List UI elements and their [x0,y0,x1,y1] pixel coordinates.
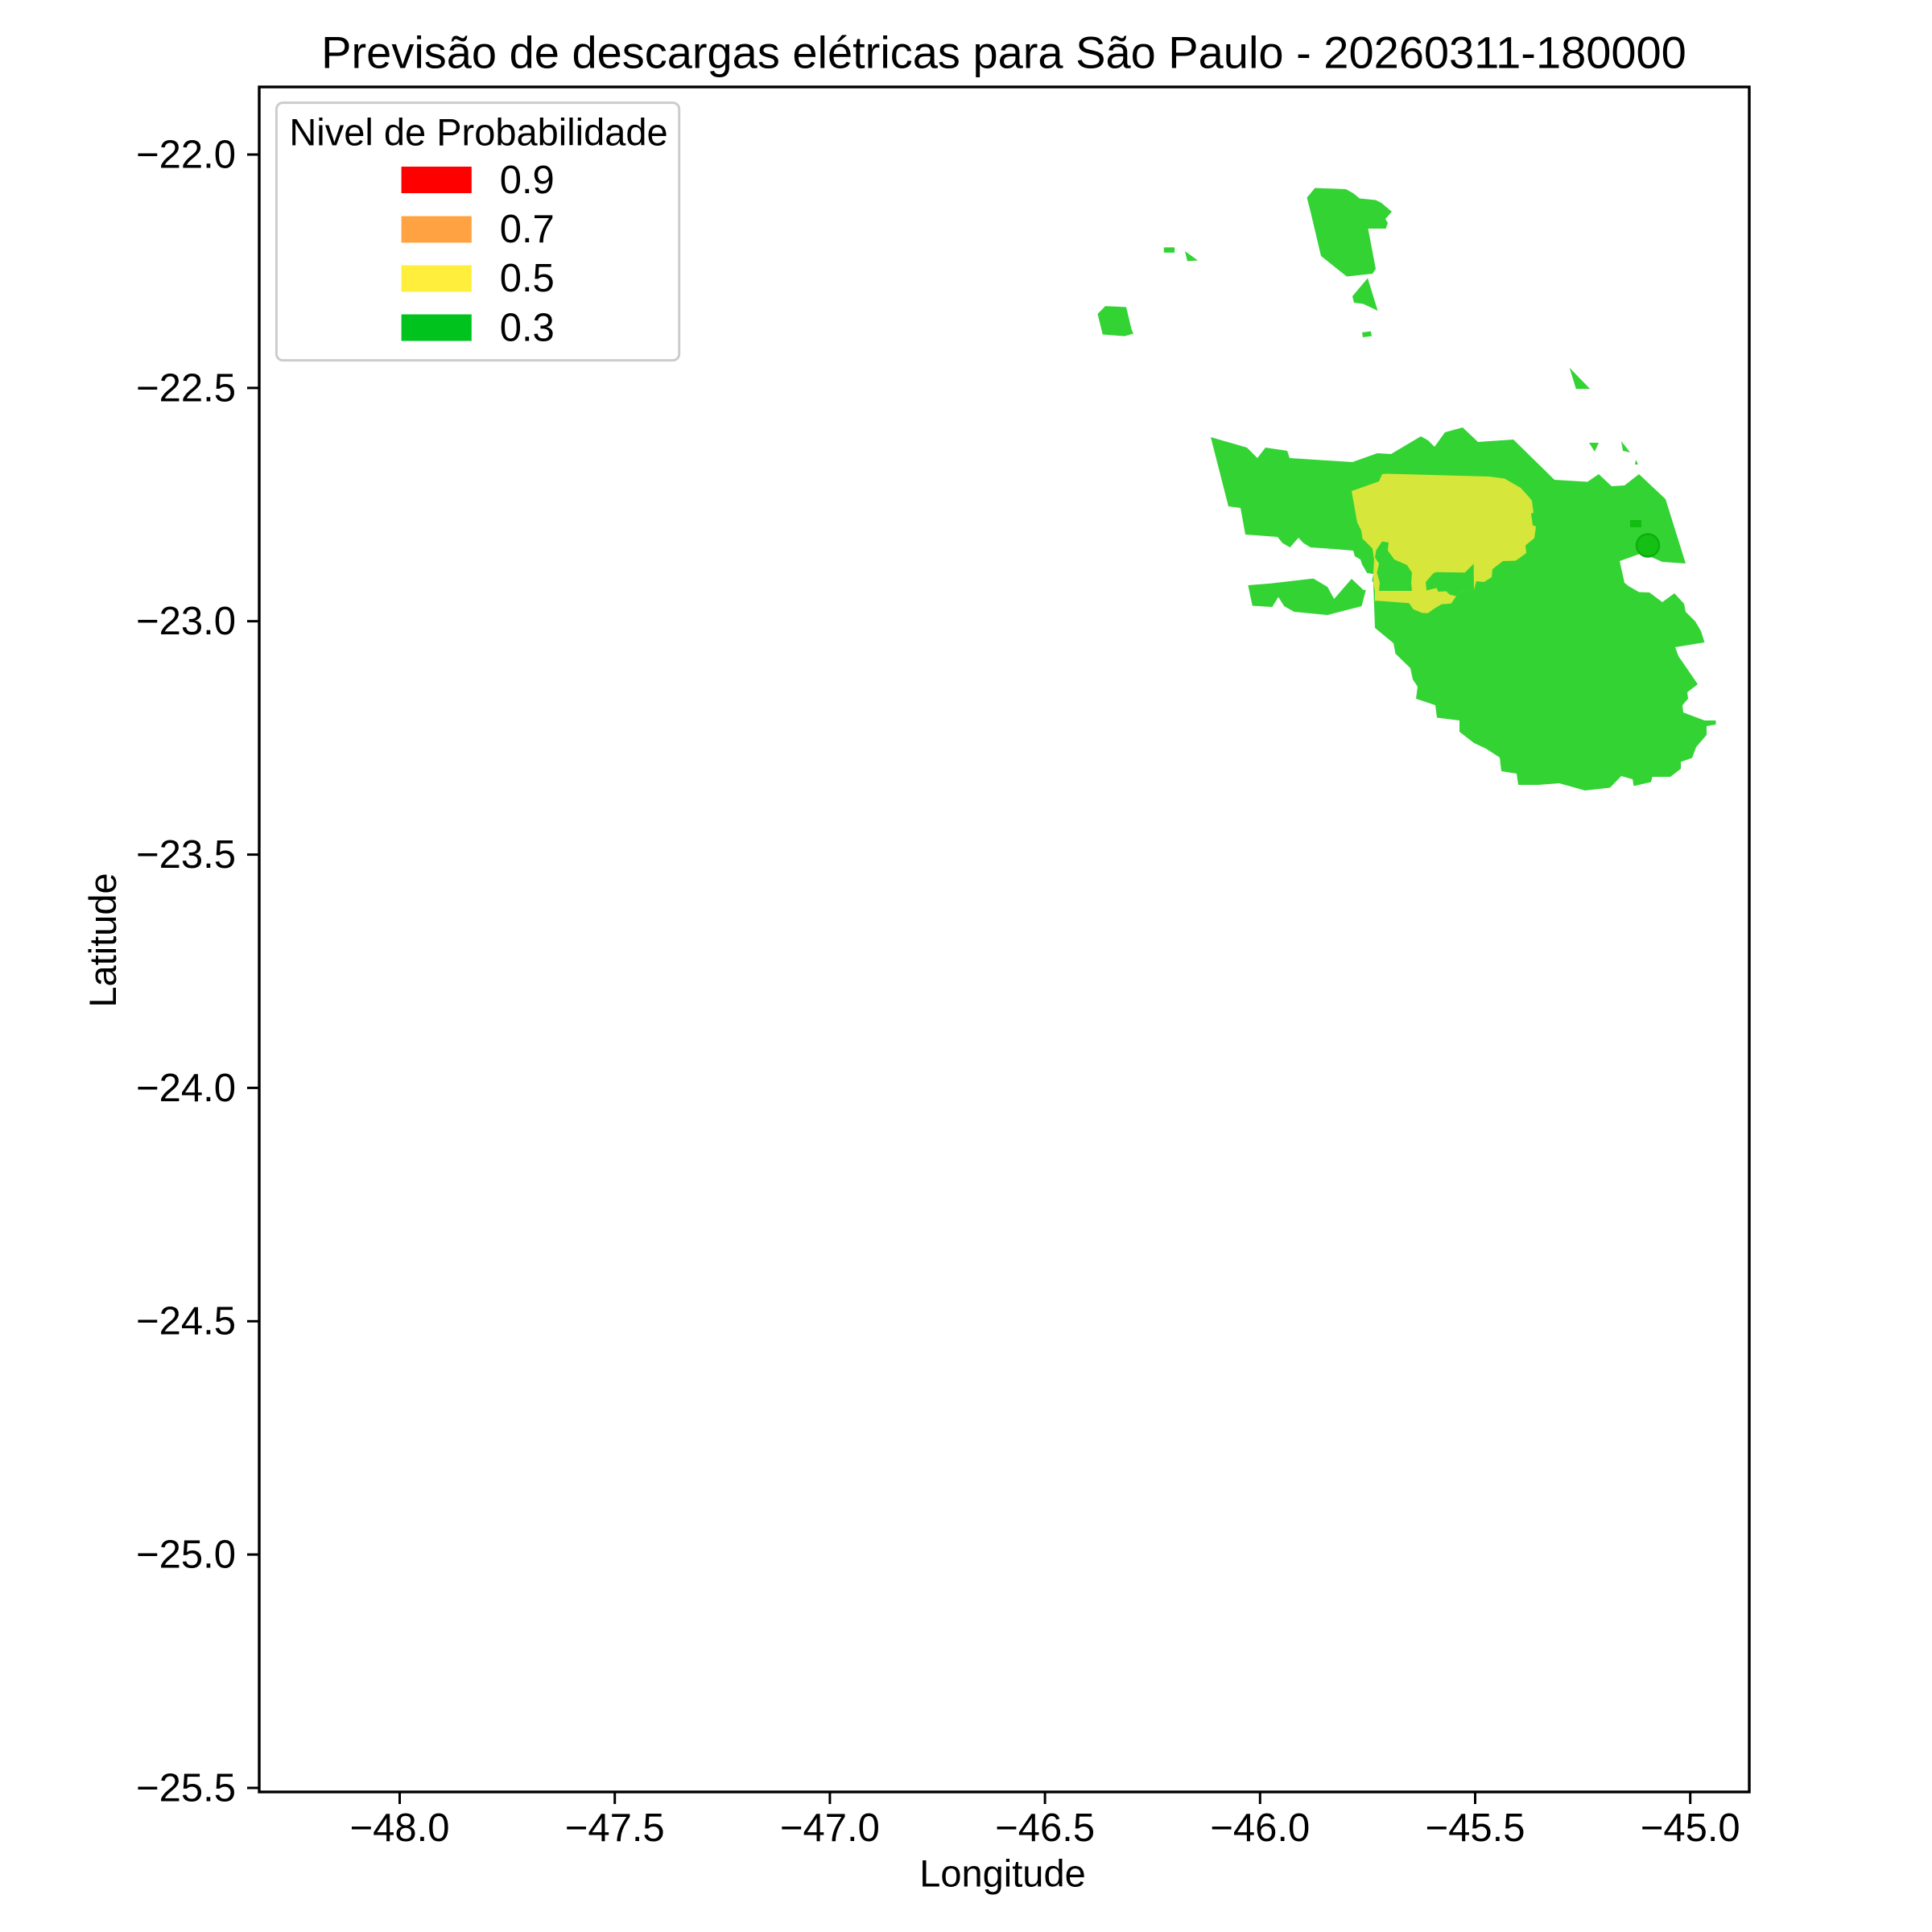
svg-text:Longitude: Longitude [919,1852,1085,1895]
svg-text:Nivel de Probabilidade: Nivel de Probabilidade [289,111,667,154]
svg-text:Latitude: Latitude [81,873,124,1007]
svg-text:−25.5: −25.5 [136,1766,236,1810]
svg-text:−24.5: −24.5 [136,1300,236,1344]
svg-text:0.7: 0.7 [500,208,555,251]
svg-text:−24.0: −24.0 [136,1067,236,1110]
svg-text:−22.5: −22.5 [136,366,236,410]
svg-text:Previsão de descargas elétrica: Previsão de descargas elétricas para São… [321,27,1686,78]
svg-text:0.5: 0.5 [500,257,555,300]
svg-text:−48.0: −48.0 [350,1806,450,1850]
svg-text:−25.0: −25.0 [136,1534,236,1577]
svg-text:−22.0: −22.0 [136,133,236,176]
svg-text:−45.5: −45.5 [1426,1806,1525,1850]
svg-text:−23.5: −23.5 [136,833,236,877]
svg-text:−23.0: −23.0 [136,600,236,643]
svg-text:−45.0: −45.0 [1641,1806,1740,1850]
svg-text:0.3: 0.3 [500,306,555,349]
svg-text:−47.5: −47.5 [565,1806,665,1850]
svg-text:0.9: 0.9 [500,159,555,202]
svg-text:−46.0: −46.0 [1210,1806,1310,1850]
svg-text:−46.5: −46.5 [995,1806,1095,1850]
svg-text:−47.0: −47.0 [780,1806,880,1850]
